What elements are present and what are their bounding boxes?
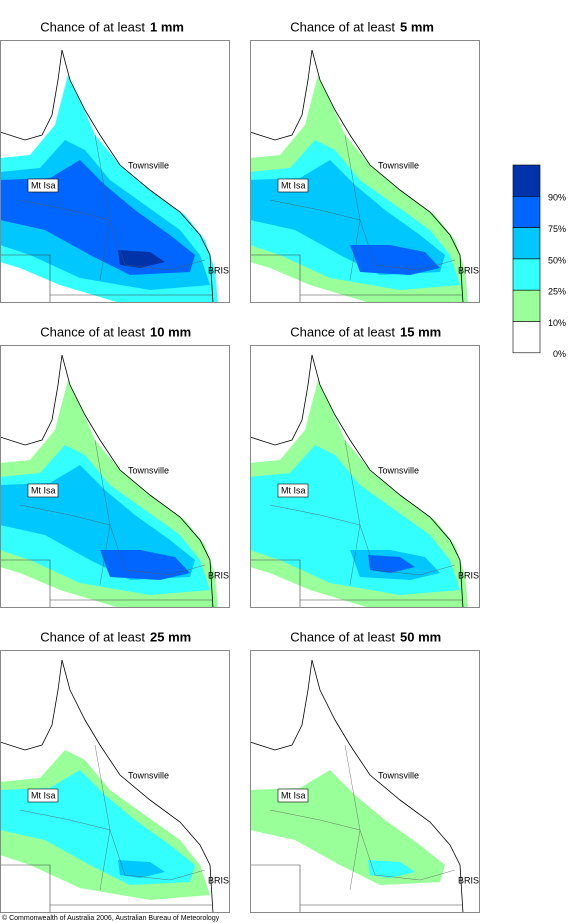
border — [0, 864, 51, 913]
panel-amount: 10 mm — [150, 324, 191, 339]
district-line — [19, 504, 206, 576]
district-line — [269, 504, 456, 576]
coastline — [0, 354, 63, 446]
panel-frame — [0, 345, 230, 608]
map: Townsville Mt Isa BRIS — [0, 345, 230, 608]
panel-title: Chance of at least — [290, 19, 395, 34]
map: Townsville Mt Isa BRIS — [250, 40, 480, 303]
place-label: Townsville — [128, 770, 169, 780]
district-line — [19, 199, 206, 271]
place-label: BRIS — [458, 875, 479, 885]
coastline — [61, 49, 214, 303]
border — [0, 559, 51, 608]
coastline — [0, 659, 63, 751]
coastline — [250, 354, 313, 446]
place-label: Townsville — [378, 160, 419, 170]
legend-label: 10% — [548, 318, 566, 328]
rain-area — [118, 860, 165, 878]
coastline — [250, 659, 313, 751]
rain-area — [350, 245, 440, 275]
map: Townsville Mt Isa BRIS — [250, 650, 480, 913]
legend-label: 0% — [553, 349, 566, 359]
place-label: Mt Isa — [281, 485, 306, 495]
map: Townsville Mt Isa BRIS — [0, 650, 230, 913]
panel-frame — [250, 650, 480, 913]
place-label: BRIS — [458, 265, 479, 275]
rain-area — [368, 555, 415, 573]
place-label: BRIS — [208, 875, 229, 885]
district-line — [94, 439, 111, 586]
place-label: BRIS — [208, 265, 229, 275]
coastline — [61, 659, 214, 913]
coastline — [311, 659, 464, 913]
place-label: Townsville — [128, 160, 169, 170]
footer: © Commonwealth of Australia 2006, Austra… — [2, 914, 220, 922]
legend-label: 50% — [548, 255, 566, 265]
legend-swatch — [512, 321, 541, 354]
district-line — [344, 744, 361, 891]
panel-frame — [0, 650, 230, 913]
legend-swatch — [512, 196, 541, 228]
panel-frame — [0, 40, 230, 303]
place-box — [27, 178, 59, 193]
rain-area — [368, 860, 415, 878]
map: Townsville Mt Isa BRIS — [0, 40, 230, 303]
place-label: BRIS — [458, 570, 479, 580]
legend-label: 75% — [548, 224, 566, 234]
district-line — [344, 134, 361, 281]
place-label: BRIS — [208, 570, 229, 580]
district-line — [94, 134, 111, 281]
place-label: Townsville — [128, 465, 169, 475]
coastline — [250, 49, 313, 141]
panel-frame — [250, 345, 480, 608]
border — [250, 254, 301, 303]
district-line — [269, 199, 456, 271]
place-box — [277, 178, 309, 193]
district-line — [269, 809, 456, 881]
place-label: Townsville — [378, 465, 419, 475]
district-line — [94, 744, 111, 891]
panel-amount: 25 mm — [150, 629, 191, 644]
place-label: Mt Isa — [31, 180, 56, 190]
legend-swatch — [512, 289, 541, 322]
panel-title: Chance of at least — [290, 629, 395, 644]
border — [250, 559, 301, 608]
panel-title: Chance of at least — [290, 324, 395, 339]
panel-title: Chance of at least — [40, 629, 145, 644]
coastline — [0, 49, 63, 141]
place-label: Mt Isa — [281, 180, 306, 190]
panel-amount: 50 mm — [400, 629, 441, 644]
legend-swatch — [512, 258, 541, 291]
map: Townsville Mt Isa BRIS — [250, 345, 480, 608]
rain-area — [100, 550, 190, 580]
coastline — [311, 354, 464, 608]
panel-amount: 15 mm — [400, 324, 441, 339]
legend-label: 25% — [548, 287, 566, 297]
place-box — [277, 788, 309, 803]
place-box — [277, 483, 309, 498]
district-line — [19, 809, 206, 881]
coastline — [311, 49, 464, 303]
panel-title: Chance of at least — [40, 19, 145, 34]
coastline — [61, 354, 214, 608]
place-label: Mt Isa — [31, 790, 56, 800]
legend-swatch — [512, 164, 541, 197]
rain-area — [118, 250, 165, 268]
panel-amount: 5 mm — [400, 19, 434, 34]
district-line — [344, 439, 361, 586]
panel-frame — [250, 40, 480, 303]
place-label: Mt Isa — [281, 790, 306, 800]
border — [0, 254, 51, 303]
legend-label: 90% — [548, 193, 566, 203]
panel-amount: 1 mm — [150, 19, 184, 34]
place-box — [27, 483, 59, 498]
panel-title: Chance of at least — [40, 324, 145, 339]
place-box — [27, 788, 59, 803]
legend-swatch — [512, 227, 541, 260]
border — [250, 864, 301, 913]
place-label: Townsville — [378, 770, 419, 780]
place-label: Mt Isa — [31, 485, 56, 495]
